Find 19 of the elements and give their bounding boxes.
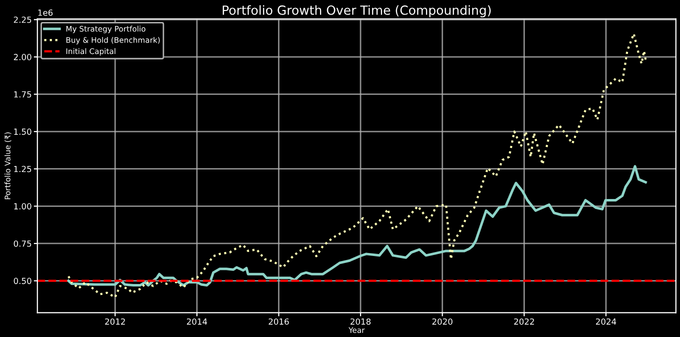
y-tick-label: 2.25	[14, 16, 32, 23]
x-tick-label: 2024	[596, 318, 616, 325]
y-tick-label: 1.75	[14, 91, 32, 98]
line-series	[67, 165, 647, 287]
y-tick-label: 2.00	[14, 54, 32, 60]
text: 1e6	[38, 9, 53, 16]
x-tick-label: 2012	[105, 318, 125, 325]
y-tick-label: 1.25	[14, 166, 32, 172]
y-tick-label: 1.00	[14, 203, 32, 210]
x-tick-label: 2014	[186, 318, 208, 325]
line-series	[67, 32, 647, 298]
x-tick-label: 2018	[350, 318, 371, 325]
y-tick-label: 0.75	[14, 240, 32, 247]
chart-title: Portfolio Growth Over Time (Compounding)	[222, 5, 491, 18]
y-tick-label: 0.50	[14, 278, 32, 284]
y-tick-label: 1.50	[14, 128, 32, 135]
x-tick-label: 2016	[268, 318, 289, 325]
x-tick-label: 2022	[514, 318, 534, 325]
x-tick-label: 2020	[432, 318, 452, 325]
